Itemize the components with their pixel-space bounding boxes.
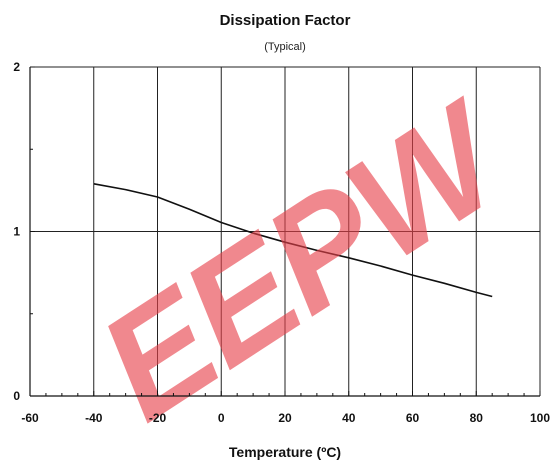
y-tick-label: 1 <box>13 225 20 239</box>
x-tick-label: 20 <box>278 411 292 425</box>
chart-subtitle: (Typical) <box>264 41 306 53</box>
y-tick-label: 2 <box>13 60 20 74</box>
series-layer <box>93 183 493 298</box>
x-tick-label: 60 <box>406 411 420 425</box>
x-axis-label: Temperature (ºC) <box>229 444 341 460</box>
x-tick-label: 100 <box>530 411 550 425</box>
x-tick-label: 0 <box>218 411 225 425</box>
x-tick-label: 40 <box>342 411 356 425</box>
y-tick-label: 0 <box>13 389 20 403</box>
grid-lines <box>30 66 541 396</box>
axes <box>29 66 541 397</box>
chart-title: Dissipation Factor <box>220 12 351 29</box>
series-line <box>93 183 493 298</box>
x-tick-label: -20 <box>149 411 167 425</box>
x-tick-label: 80 <box>470 411 484 425</box>
x-tick-label: -60 <box>21 411 39 425</box>
tick-labels: -60 -40 -20 0 20 40 60 80 100 0 1 2 <box>13 60 550 425</box>
x-tick-label: -40 <box>85 411 103 425</box>
